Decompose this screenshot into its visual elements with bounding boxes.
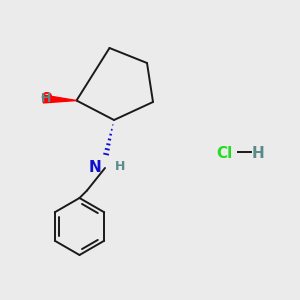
Text: N: N <box>89 160 101 175</box>
Text: H: H <box>115 160 125 173</box>
Text: H: H <box>40 92 51 105</box>
Polygon shape <box>43 95 76 103</box>
Text: O: O <box>40 92 52 105</box>
Text: Cl: Cl <box>216 146 232 160</box>
Text: H: H <box>252 146 265 160</box>
